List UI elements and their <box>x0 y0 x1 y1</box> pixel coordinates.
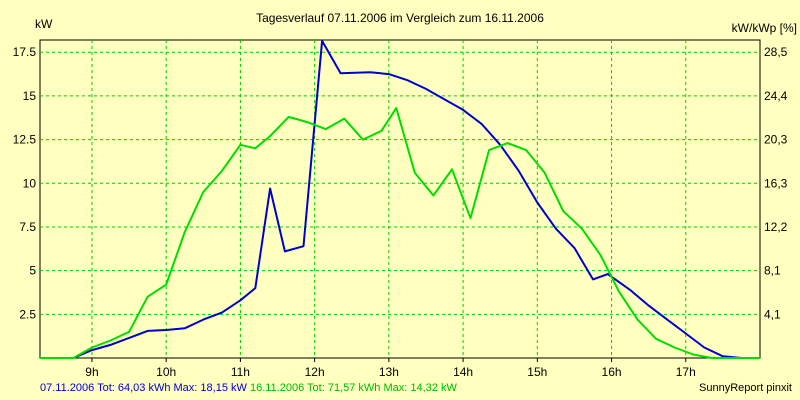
legend-day1: 07.11.2006 Tot: 64,03 kWh Max: 18,15 kW <box>40 382 247 394</box>
y-axis-left-ticks: 2.5 5 7.5 10 12.5 15 17.5 <box>13 45 37 321</box>
x-tick-label-2: 11h <box>231 365 250 379</box>
x-tick-label-5: 14h <box>453 365 473 379</box>
y-axis-left-label: kW <box>35 17 53 31</box>
y-left-tick-label-5: 15 <box>23 89 37 103</box>
y-right-tick-label-2: 12,2 <box>764 220 788 234</box>
x-tick-label-4: 13h <box>379 365 399 379</box>
y-right-tick-label-5: 24,4 <box>764 89 788 103</box>
y-left-tick-label-2: 7.5 <box>19 220 36 234</box>
x-tick-label-7: 16h <box>602 365 622 379</box>
y-left-tick-label-0: 2.5 <box>19 307 36 321</box>
y-right-tick-label-1: 8,1 <box>764 264 781 278</box>
legend-day2: 16.11.2006 Tot: 71,57 kWh Max: 14,32 kW <box>249 382 457 394</box>
x-tick-label-8: 17h <box>676 365 696 379</box>
series-line-16-11-2006 <box>40 107 760 359</box>
y-right-tick-label-4: 20,3 <box>764 133 788 147</box>
y-left-tick-label-1: 5 <box>29 264 36 278</box>
y-right-tick-label-0: 4,1 <box>764 307 781 321</box>
x-tick-label-0: 9h <box>85 365 98 379</box>
x-axis-ticks: 9h 10h 11h 12h 13h 14h 15h 16h 17h <box>85 358 696 379</box>
grid <box>40 40 760 358</box>
y-left-tick-label-6: 17.5 <box>13 45 37 59</box>
y-right-tick-label-6: 28,5 <box>764 45 788 59</box>
y-left-tick-label-3: 10 <box>23 176 37 190</box>
credit-text: SunnyReport pinxit <box>699 382 792 394</box>
plot-area <box>39 39 761 359</box>
y-axis-right-label: kW/kWp [%] <box>732 21 797 35</box>
series-line-07-11-2006 <box>40 39 760 359</box>
legend: 07.11.2006 Tot: 64,03 kWh Max: 18,15 kW … <box>40 382 457 394</box>
x-tick-label-1: 10h <box>156 365 176 379</box>
y-right-tick-label-3: 16,3 <box>764 176 788 190</box>
x-tick-label-3: 12h <box>305 365 325 379</box>
y-left-tick-label-4: 12.5 <box>13 133 37 147</box>
chart-title: Tagesverlauf 07.11.2006 im Vergleich zum… <box>256 11 544 25</box>
x-tick-label-6: 15h <box>527 365 547 379</box>
y-axis-right-ticks: 4,1 8,1 12,2 16,3 20,3 24,4 28,5 <box>764 45 788 321</box>
series-group <box>40 39 760 359</box>
